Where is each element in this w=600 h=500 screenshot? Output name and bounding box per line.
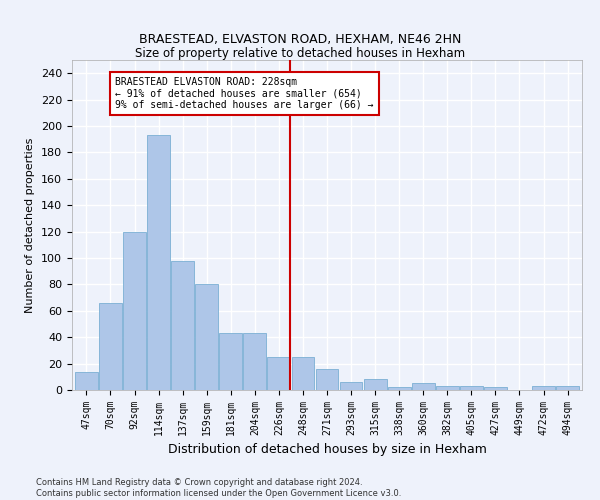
Bar <box>532 386 555 390</box>
Bar <box>364 380 386 390</box>
Text: Contains HM Land Registry data © Crown copyright and database right 2024.
Contai: Contains HM Land Registry data © Crown c… <box>36 478 401 498</box>
Bar <box>292 357 314 390</box>
Bar <box>195 284 218 390</box>
Bar <box>556 386 579 390</box>
Text: BRAESTEAD ELVASTON ROAD: 228sqm
← 91% of detached houses are smaller (654)
9% of: BRAESTEAD ELVASTON ROAD: 228sqm ← 91% of… <box>115 77 374 110</box>
Bar <box>340 382 362 390</box>
Bar <box>244 333 266 390</box>
Bar <box>460 386 483 390</box>
Y-axis label: Number of detached properties: Number of detached properties <box>25 138 35 312</box>
Bar <box>171 260 194 390</box>
Bar <box>484 388 507 390</box>
Text: BRAESTEAD, ELVASTON ROAD, HEXHAM, NE46 2HN: BRAESTEAD, ELVASTON ROAD, HEXHAM, NE46 2… <box>139 32 461 46</box>
Bar <box>220 333 242 390</box>
Bar <box>147 135 170 390</box>
Bar <box>388 388 410 390</box>
Bar <box>268 357 290 390</box>
Text: Size of property relative to detached houses in Hexham: Size of property relative to detached ho… <box>135 48 465 60</box>
Bar <box>412 384 434 390</box>
Bar <box>75 372 98 390</box>
X-axis label: Distribution of detached houses by size in Hexham: Distribution of detached houses by size … <box>167 444 487 456</box>
Bar <box>436 386 459 390</box>
Bar <box>99 303 122 390</box>
Bar <box>316 369 338 390</box>
Bar <box>123 232 146 390</box>
